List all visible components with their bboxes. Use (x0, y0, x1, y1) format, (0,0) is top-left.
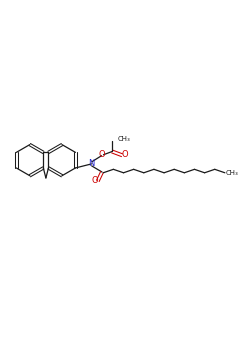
Text: O: O (92, 176, 98, 185)
Text: CH₃: CH₃ (226, 170, 239, 176)
Text: N: N (88, 159, 95, 168)
Text: O: O (98, 150, 105, 159)
Text: CH₃: CH₃ (118, 136, 130, 142)
Text: O: O (121, 150, 128, 160)
